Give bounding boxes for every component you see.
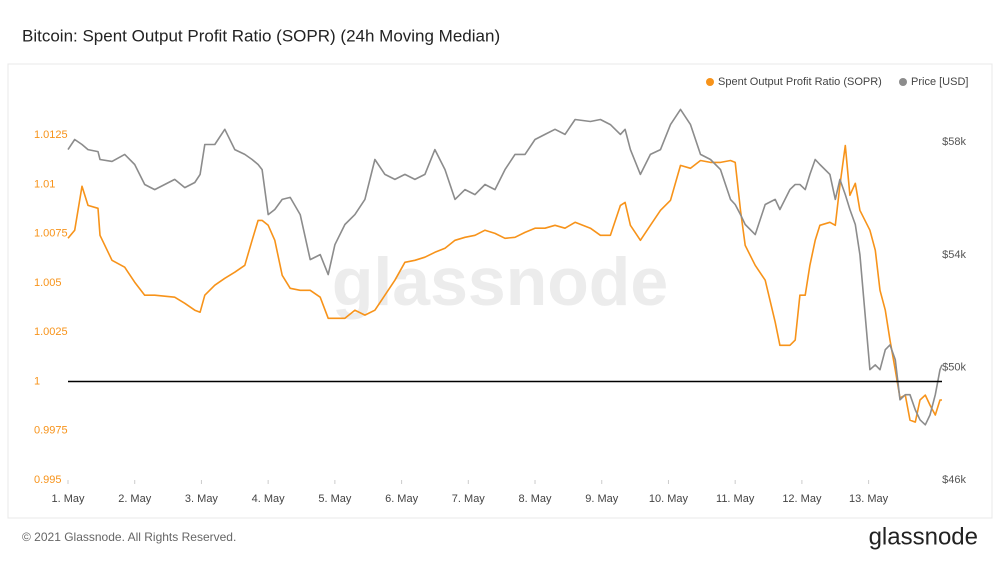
footer: © 2021 Glassnode. All Rights Reserved. [22, 530, 236, 544]
watermark: glassnode [332, 244, 668, 320]
x-tick-label: 11. May [716, 493, 755, 505]
y2-tick-label: $46k [942, 474, 966, 486]
chart-frame [7, 63, 993, 519]
y-tick-label: 1 [34, 375, 40, 387]
y-tick-label: 1.0125 [34, 129, 68, 141]
x-tick-label: 7. May [452, 493, 486, 505]
x-tick-label: 4. May [252, 493, 286, 505]
x-tick-label: 12. May [782, 493, 822, 505]
y-tick-label: 1.005 [34, 277, 62, 289]
chart-title: Bitcoin: Spent Output Profit Ratio (SOPR… [22, 26, 500, 45]
series-line [67, 144, 942, 423]
x-tick-label: 13. May [849, 493, 889, 505]
y-tick-label: 1.0075 [34, 228, 68, 240]
legend-swatch [899, 78, 907, 86]
y2-tick-label: $50k [942, 361, 966, 373]
x-tick-label: 3. May [185, 493, 219, 505]
x-tick-label: 2. May [118, 493, 152, 505]
logo: glassnode [869, 523, 978, 550]
x-tick-label: 9. May [585, 493, 619, 505]
x-tick-label: 1. May [51, 493, 85, 505]
x-tick-label: 10. May [649, 493, 689, 505]
series-line [67, 108, 943, 426]
y-tick-label: 0.995 [34, 474, 62, 486]
y2-tick-label: $54k [942, 249, 966, 261]
y-tick-label: 1.01 [34, 178, 55, 190]
legend-label: Spent Output Profit Ratio (SOPR) [718, 76, 882, 88]
legend-label: Price [USD] [911, 76, 968, 88]
x-tick-label: 5. May [318, 493, 352, 505]
x-tick-label: 6. May [385, 493, 419, 505]
y2-tick-label: $58k [942, 136, 966, 148]
y-tick-label: 1.0025 [34, 326, 68, 338]
y-tick-label: 0.9975 [34, 425, 68, 437]
legend-swatch [706, 78, 714, 86]
x-tick-label: 8. May [519, 493, 553, 505]
